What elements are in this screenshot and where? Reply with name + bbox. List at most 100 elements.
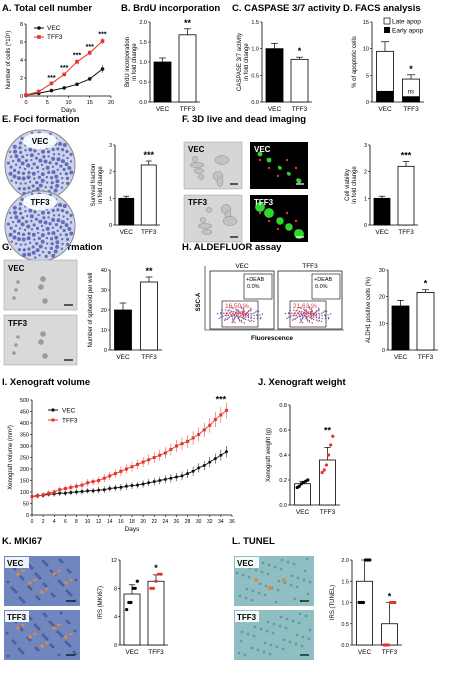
nucleus — [253, 625, 257, 629]
y-tick-label: 2 — [20, 76, 23, 82]
dead-cell — [285, 211, 289, 215]
flow-event — [233, 315, 235, 317]
nucleus — [278, 624, 282, 628]
colony — [14, 215, 19, 220]
spheroid — [222, 216, 238, 226]
x-tick-label: VEC — [394, 354, 408, 361]
flow-event — [250, 308, 252, 311]
nucleus — [308, 628, 312, 632]
flow-event — [308, 321, 311, 323]
nucleus — [28, 564, 32, 568]
panel-title-b: B. BrdU incorporation — [121, 3, 220, 14]
colony — [17, 187, 22, 191]
colony — [45, 165, 50, 170]
flow-event — [248, 309, 250, 312]
y-tick-label: 2.0 — [341, 558, 349, 564]
y-axis-label: BrdU incorporation — [125, 37, 131, 87]
colony — [22, 187, 26, 191]
x-tick-label: TFF3 — [382, 649, 398, 656]
y-axis-label: in fold change — [132, 43, 138, 81]
bar-vec — [356, 580, 373, 646]
colony — [53, 249, 58, 254]
colony — [41, 250, 45, 254]
flow-event — [236, 315, 239, 317]
flow-event — [249, 307, 252, 310]
y-tick-label: 30 — [101, 288, 107, 294]
data-point — [80, 490, 84, 494]
y-tick-label: 2.0 — [139, 20, 147, 26]
colony — [24, 159, 29, 163]
colony — [20, 197, 24, 201]
nucleus — [237, 651, 241, 655]
data-point — [219, 453, 223, 457]
nucleus — [284, 626, 288, 630]
flow-event — [247, 319, 250, 321]
flow-event — [296, 316, 299, 318]
colony — [13, 210, 18, 215]
data-point — [49, 88, 54, 93]
panel-title-l: L. TUNEL — [232, 536, 275, 547]
nucleus — [68, 644, 72, 648]
live-cell — [264, 208, 274, 218]
flow-event — [321, 317, 323, 320]
flow-event — [230, 314, 232, 316]
flow-event — [233, 317, 236, 319]
colony — [64, 233, 68, 237]
colony — [10, 240, 13, 243]
x-tick-label: TFF3 — [141, 229, 157, 236]
data-point — [87, 77, 92, 81]
flow-event — [256, 314, 258, 316]
flow-event — [240, 316, 242, 318]
nucleus — [73, 629, 77, 633]
label-backdrop — [5, 557, 29, 568]
flow-event — [295, 310, 297, 312]
nucleus — [36, 574, 40, 578]
flow-event — [327, 314, 329, 316]
colony — [9, 226, 13, 230]
spheroid — [14, 343, 18, 347]
y-axis-label: IRS (TUNEL) — [330, 585, 336, 620]
flow-plot — [209, 270, 275, 330]
x-tick-label: TFF3 — [292, 106, 308, 113]
data-point — [174, 475, 178, 479]
live-cell — [285, 223, 291, 229]
data-point — [158, 479, 162, 482]
colony — [9, 216, 13, 219]
deab-value: 0.0% — [247, 284, 260, 290]
flow-event — [297, 312, 299, 315]
flow-event — [321, 312, 323, 314]
flow-event — [303, 311, 305, 314]
flow-event — [311, 307, 313, 309]
colony — [16, 176, 21, 181]
flow-event — [237, 309, 239, 311]
data-point — [141, 482, 145, 486]
data-point — [108, 487, 112, 491]
colony — [42, 155, 46, 159]
dish-label: VEC — [32, 137, 49, 146]
flow-event — [256, 310, 258, 312]
data-point — [36, 494, 40, 498]
nucleus — [279, 615, 283, 619]
spheroid — [214, 155, 230, 165]
data-point — [202, 464, 206, 468]
legend-marker — [51, 408, 55, 412]
colony — [60, 186, 64, 189]
flow-event — [300, 307, 302, 310]
image-label: VEC — [254, 145, 271, 154]
nucleus — [239, 639, 243, 643]
nucleus — [29, 587, 33, 591]
flow-event — [231, 315, 233, 318]
y-tick-label: 0 — [364, 223, 367, 229]
flow-event — [288, 313, 290, 315]
y-tick-label: 0 — [382, 348, 385, 354]
nucleus — [290, 574, 294, 578]
colony — [61, 176, 64, 180]
flow-event — [235, 308, 237, 310]
nucleus — [6, 580, 10, 584]
colony — [48, 161, 52, 165]
nucleus — [274, 600, 278, 604]
colony — [36, 231, 40, 235]
nucleus — [27, 585, 31, 589]
data-point — [74, 484, 78, 488]
nucleus — [283, 581, 287, 585]
